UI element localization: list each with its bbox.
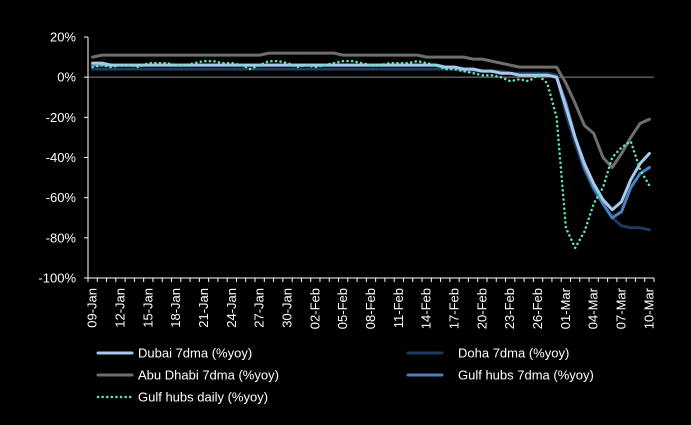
x-tick-label: 24-Jan bbox=[224, 288, 239, 328]
x-tick-labels: 09-Jan 12-Jan 15-Jan 18-Jan 21-Jan 24-Jan 27-J… bbox=[85, 278, 656, 329]
x-tick-label: 23-Feb bbox=[502, 288, 517, 329]
x-tick-label: 08-Feb bbox=[363, 288, 378, 329]
x-tick-label: 14-Feb bbox=[419, 288, 434, 329]
x-tick-label: 30-Jan bbox=[280, 288, 295, 328]
legend-label-dubai-7dma-yoy: Dubai 7dma (%yoy) bbox=[138, 346, 252, 361]
x-tick-label: 27-Jan bbox=[252, 288, 267, 328]
series-line-abu-dhabi-7dma-yoy bbox=[91, 51, 651, 169]
y-tick-label: -100% bbox=[38, 271, 76, 286]
legend-label-gulf-hubs-daily-yoy: Gulf hubs daily (%yoy) bbox=[138, 390, 268, 405]
x-tick-label: 02-Feb bbox=[307, 288, 322, 329]
x-tick-label: 11-Feb bbox=[391, 288, 406, 328]
series-line-doha-7dma-yoy bbox=[91, 67, 651, 232]
legend-label-abu-dhabi-7dma-yoy: Abu Dhabi 7dma (%yoy) bbox=[138, 368, 279, 383]
series-layer bbox=[91, 51, 651, 250]
x-tick-label: 01-Mar bbox=[558, 287, 573, 329]
x-tick-label: 07-Mar bbox=[614, 287, 629, 329]
x-tick-label: 17-Feb bbox=[447, 288, 462, 329]
x-tick-label: 21-Jan bbox=[196, 288, 211, 328]
series-line-gulf-hubs-daily-yoy bbox=[91, 59, 651, 250]
y-tick-label: -20% bbox=[46, 110, 77, 125]
x-tick-label: 20-Feb bbox=[474, 288, 489, 329]
x-tick-label: 15-Jan bbox=[140, 288, 155, 328]
x-tick-label: 10-Mar bbox=[641, 287, 656, 329]
x-tick-label: 09-Jan bbox=[85, 288, 100, 328]
x-tick-label: 05-Feb bbox=[335, 288, 350, 329]
y-tick-label: -40% bbox=[46, 150, 77, 165]
y-tick-label: -60% bbox=[46, 190, 77, 205]
x-tick-label: 18-Jan bbox=[168, 288, 183, 328]
y-tick-labels: 20% 0% -20% -40% -60% -80% -100% bbox=[38, 30, 88, 286]
legend-label-doha-7dma-yoy: Doha 7dma (%yoy) bbox=[458, 346, 569, 361]
legend-label-gulf-hubs-7dma-yoy: Gulf hubs 7dma (%yoy) bbox=[458, 368, 594, 383]
y-tick-label: 20% bbox=[50, 30, 76, 45]
legend: Dubai 7dma (%yoy) Doha 7dma (%yoy) Abu Dha… bbox=[96, 346, 594, 405]
x-tick-label: 26-Feb bbox=[530, 288, 545, 329]
x-tick-label: 04-Mar bbox=[586, 287, 601, 329]
x-tick-label: 12-Jan bbox=[113, 288, 128, 328]
y-tick-label: 0% bbox=[57, 70, 76, 85]
y-tick-label: -80% bbox=[46, 230, 77, 245]
